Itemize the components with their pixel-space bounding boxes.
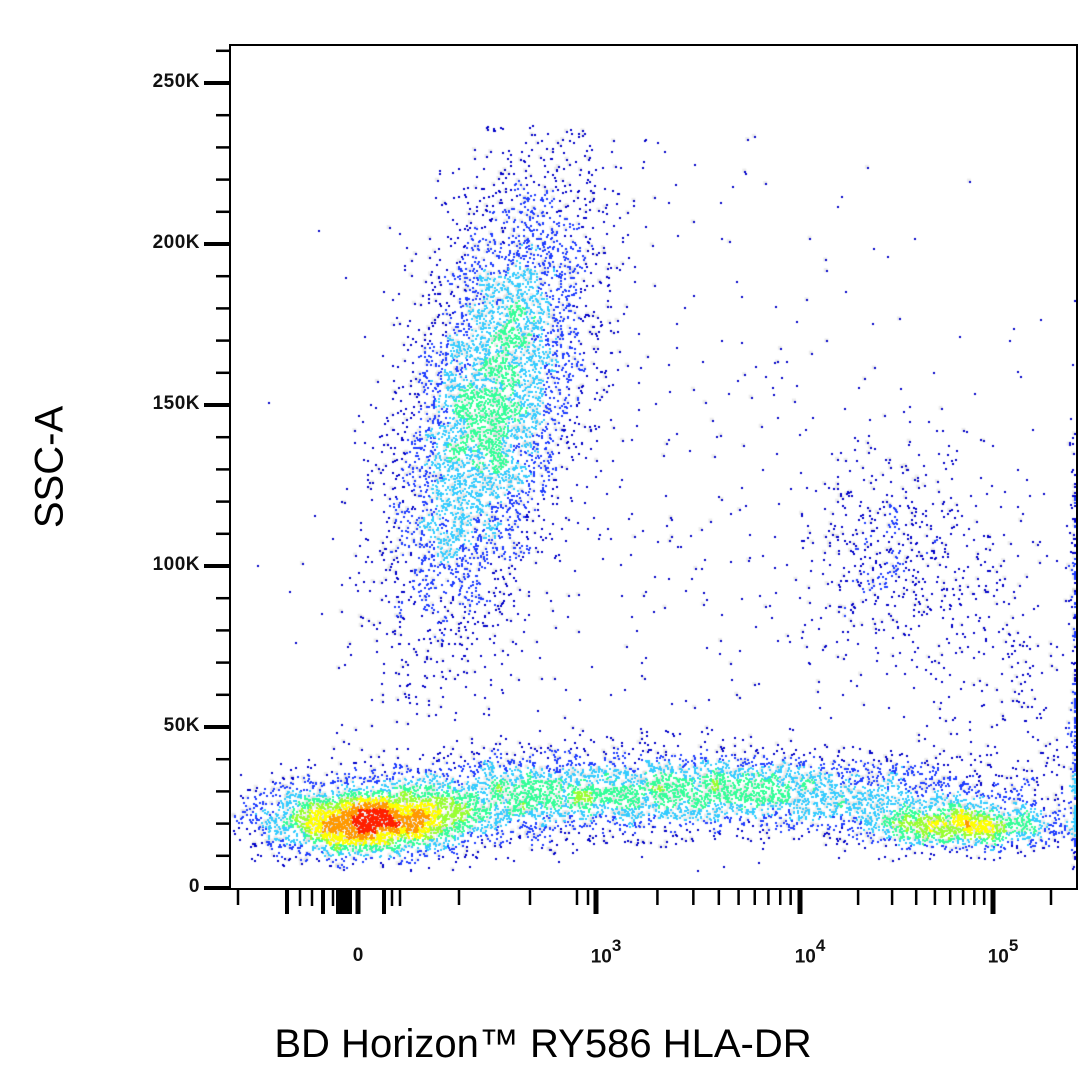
x-axis-label: BD Horizon™ RY586 HLA-DR bbox=[274, 1022, 812, 1066]
y-tick-label: 200K bbox=[152, 232, 200, 253]
y-tick-label: 50K bbox=[163, 715, 200, 736]
y-axis-label: SSC-A bbox=[27, 405, 72, 529]
y-tick-label: 0 bbox=[188, 876, 200, 897]
x-tick-label: 103 bbox=[590, 936, 622, 968]
scatter-density-plot bbox=[231, 46, 1076, 888]
y-tick-label: 250K bbox=[152, 71, 200, 92]
y-tick-label: 100K bbox=[152, 554, 200, 575]
x-tick-label: 105 bbox=[987, 936, 1019, 968]
x-tick-label: 104 bbox=[794, 936, 826, 968]
y-tick-label: 150K bbox=[152, 393, 200, 414]
x-tick-label: 0 bbox=[352, 945, 364, 966]
